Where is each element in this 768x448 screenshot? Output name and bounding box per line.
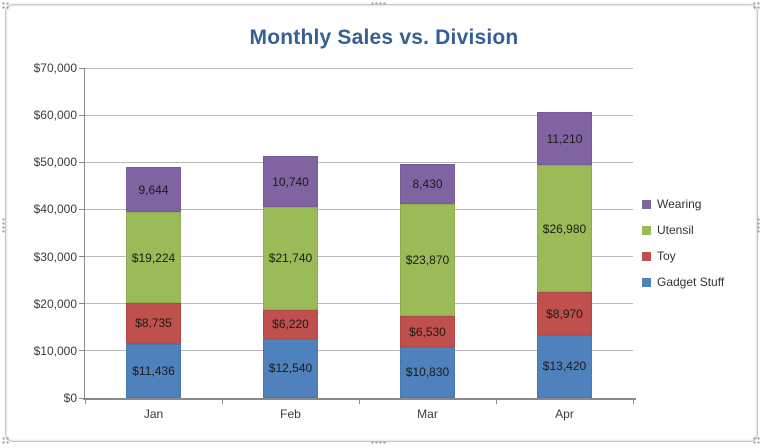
x-axis-tick xyxy=(359,398,360,404)
gridline xyxy=(85,161,633,163)
y-axis-tick xyxy=(79,256,86,258)
legend-label: Wearing xyxy=(657,197,702,211)
bar-segment-toy-feb[interactable]: $6,220 xyxy=(263,309,318,339)
bar-segment-utensil-apr[interactable]: $26,980 xyxy=(537,165,592,293)
y-axis-tick-label: $30,000 xyxy=(33,249,77,264)
x-axis-tick xyxy=(85,398,86,404)
data-label: $19,224 xyxy=(131,250,176,265)
bar-segment-wearing-jan[interactable]: 9,644 xyxy=(126,166,181,213)
data-label: $8,735 xyxy=(135,316,172,331)
y-axis-tick xyxy=(79,303,86,305)
plot-area: $11,436 $8,735 $19,224 9,644 $12,540 $6,220 $2… xyxy=(85,67,633,398)
legend-label: Toy xyxy=(657,249,676,263)
bar-segment-gadget-stuff-jan[interactable]: $11,436 xyxy=(126,344,181,398)
data-label: $8,970 xyxy=(546,306,583,321)
data-label: $6,530 xyxy=(409,324,446,339)
resize-handle-right[interactable] xyxy=(757,218,761,234)
y-axis-tick-label: $10,000 xyxy=(33,343,77,358)
x-axis-category-label: Apr xyxy=(555,407,574,421)
data-label: $12,540 xyxy=(268,361,313,376)
data-label: 9,644 xyxy=(138,182,169,197)
bar-segment-gadget-stuff-apr[interactable]: $13,420 xyxy=(537,334,592,398)
resize-handle-left[interactable] xyxy=(2,218,6,234)
bar-segment-utensil-feb[interactable]: $21,740 xyxy=(263,207,318,310)
y-axis-tick xyxy=(79,67,86,69)
resize-handle-bottom-right[interactable] xyxy=(753,437,761,445)
bar-segment-toy-mar[interactable]: $6,530 xyxy=(400,316,455,347)
resize-handle-top-left[interactable] xyxy=(2,2,10,10)
y-axis-tick xyxy=(79,161,86,163)
y-axis-tick xyxy=(79,208,86,210)
data-label: $13,420 xyxy=(542,359,587,374)
bar-segment-utensil-jan[interactable]: $19,224 xyxy=(126,212,181,303)
y-axis-tick xyxy=(79,397,86,399)
legend-entry-toy[interactable]: Toy xyxy=(642,249,724,263)
data-label: $10,830 xyxy=(405,365,450,380)
data-label: 11,210 xyxy=(546,131,583,146)
data-label: $21,740 xyxy=(268,251,313,266)
data-label: 10,740 xyxy=(272,174,309,189)
bar-segment-toy-apr[interactable]: $8,970 xyxy=(537,292,592,335)
data-label: $26,980 xyxy=(542,221,587,236)
x-axis-category-label: Jan xyxy=(143,407,164,421)
legend-swatch xyxy=(642,199,651,209)
y-axis-tick-label: $40,000 xyxy=(33,202,77,217)
bar-segment-wearing-feb[interactable]: 10,740 xyxy=(263,156,318,208)
resize-handle-bottom-left[interactable] xyxy=(2,437,10,445)
data-label: $11,436 xyxy=(132,364,175,379)
y-axis-tick-label: $20,000 xyxy=(33,296,77,311)
x-axis-category-label: Mar xyxy=(417,407,438,421)
legend-swatch xyxy=(642,225,651,235)
gridline xyxy=(85,114,633,116)
gridline xyxy=(85,67,633,69)
gridline xyxy=(85,303,633,305)
legend-entry-utensil[interactable]: Utensil xyxy=(642,223,724,237)
y-axis-line xyxy=(84,68,85,399)
bar-segment-wearing-apr[interactable]: 11,210 xyxy=(537,112,592,166)
y-axis-tick-label: $60,000 xyxy=(33,108,77,123)
bar-segment-gadget-stuff-feb[interactable]: $12,540 xyxy=(263,338,318,398)
y-axis-tick xyxy=(79,350,86,352)
x-axis-tick xyxy=(222,398,223,404)
data-label: 8,430 xyxy=(412,176,443,191)
legend-entry-wearing[interactable]: Wearing xyxy=(642,197,724,211)
gridline xyxy=(85,256,633,258)
resize-handle-bottom[interactable] xyxy=(371,441,387,445)
legend-entry-gadget-stuff[interactable]: Gadget Stuff xyxy=(642,275,725,289)
bar-segment-wearing-mar[interactable]: 8,430 xyxy=(400,163,455,204)
bar-segment-utensil-mar[interactable]: $23,870 xyxy=(400,203,455,317)
legend-swatch xyxy=(642,251,651,261)
data-label: $6,220 xyxy=(272,317,309,332)
y-axis-tick-label: $50,000 xyxy=(33,155,77,170)
resize-handle-top[interactable] xyxy=(371,2,387,6)
gridline xyxy=(85,350,633,352)
bar-segment-toy-jan[interactable]: $8,735 xyxy=(126,302,181,345)
resize-handle-top-right[interactable] xyxy=(753,2,761,10)
y-axis-tick-label: $70,000 xyxy=(33,61,77,75)
bar-segment-gadget-stuff-mar[interactable]: $10,830 xyxy=(400,346,455,398)
y-axis-tick xyxy=(79,114,86,116)
legend-label: Utensil xyxy=(657,223,694,237)
x-axis-tick xyxy=(633,398,634,404)
chart-title[interactable]: Monthly Sales vs. Division xyxy=(249,26,519,49)
data-label: $23,870 xyxy=(405,252,450,267)
y-axis-tick-label: $0 xyxy=(63,391,77,405)
x-axis-category-label: Feb xyxy=(280,407,301,421)
legend[interactable]: Wearing Utensil Toy Gadget Stuff xyxy=(642,197,725,302)
legend-label: Gadget Stuff xyxy=(657,275,725,289)
legend-swatch xyxy=(642,277,651,287)
x-axis-tick xyxy=(496,398,497,404)
gridline xyxy=(85,208,633,210)
